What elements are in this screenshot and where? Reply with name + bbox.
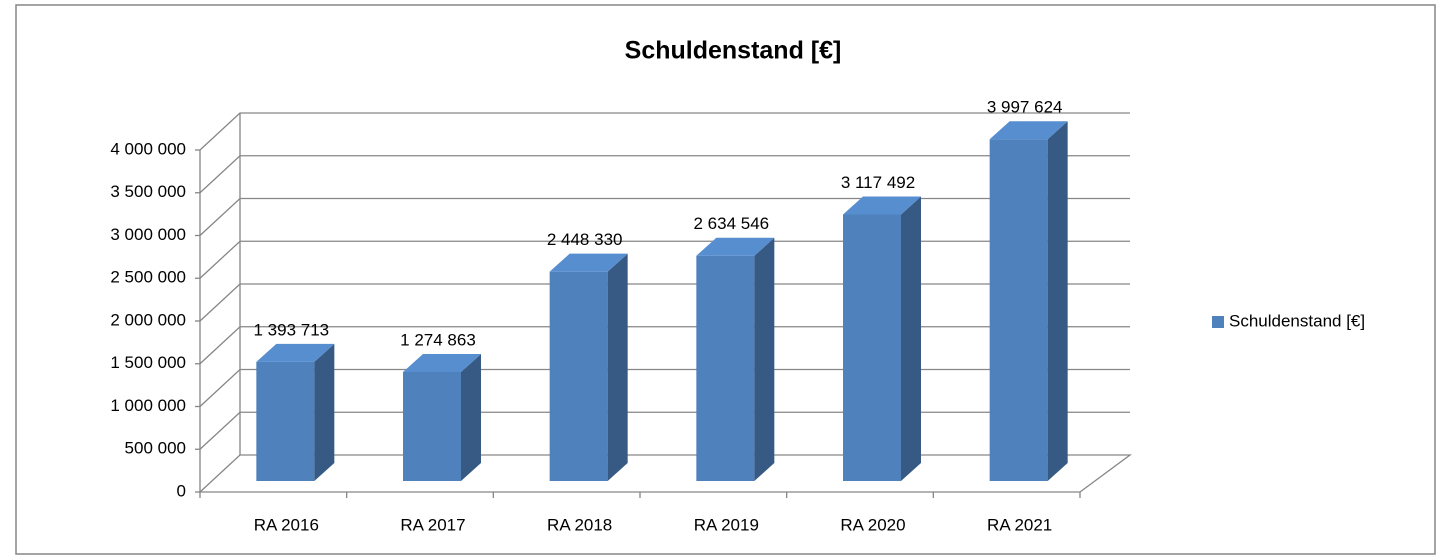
data-label: 1 274 863	[400, 330, 476, 349]
bar	[549, 253, 628, 481]
bar-top	[696, 237, 775, 256]
y-tick-label: 4 000 000	[110, 139, 186, 158]
bar-side	[607, 253, 628, 481]
y-tick-label: 3 500 000	[110, 182, 186, 201]
y-tick-label: 2 000 000	[110, 310, 186, 329]
data-label: 3 997 624	[987, 98, 1063, 117]
data-label: 1 393 713	[254, 320, 330, 339]
bar	[989, 121, 1068, 481]
bar-side	[461, 353, 481, 481]
x-tick-label: RA 2018	[547, 515, 612, 534]
x-tick-label: RA 2019	[694, 515, 759, 534]
legend-label: Schuldenstand [€]	[1229, 311, 1365, 330]
chart-title: Schuldenstand [€]	[625, 37, 842, 65]
bar-front	[696, 255, 755, 481]
y-tick-label: 500 000	[125, 439, 186, 458]
bar-side	[1047, 121, 1068, 481]
bar-front	[403, 371, 461, 481]
bar-front	[256, 361, 315, 481]
data-label: 2 448 330	[547, 230, 623, 249]
bar-side	[901, 196, 921, 481]
bar-side	[754, 237, 775, 481]
y-tick-label: 3 000 000	[110, 225, 186, 244]
bar	[403, 353, 481, 481]
bar-top	[403, 353, 481, 372]
bar-front	[843, 214, 901, 481]
bar-front	[549, 271, 608, 481]
bar-top	[256, 343, 335, 362]
bar-side	[314, 343, 335, 481]
data-label: 3 117 492	[841, 173, 915, 192]
bar-top	[989, 121, 1068, 140]
data-label: 2 634 546	[694, 214, 770, 233]
bar	[843, 196, 921, 481]
bar-front	[989, 139, 1048, 481]
y-tick-label: 1 500 000	[110, 353, 186, 372]
bar	[696, 237, 775, 481]
x-tick-label: RA 2017	[400, 515, 465, 534]
legend-swatch	[1212, 316, 1224, 328]
y-tick-label: 0	[177, 481, 186, 500]
bar-top	[549, 253, 628, 272]
bar-top	[843, 196, 921, 215]
bar	[256, 343, 335, 481]
x-tick-label: RA 2016	[254, 515, 319, 534]
y-tick-label: 2 500 000	[110, 268, 186, 287]
x-tick-label: RA 2020	[840, 515, 905, 534]
y-tick-label: 1 000 000	[110, 396, 186, 415]
x-tick-label: RA 2021	[987, 515, 1052, 534]
